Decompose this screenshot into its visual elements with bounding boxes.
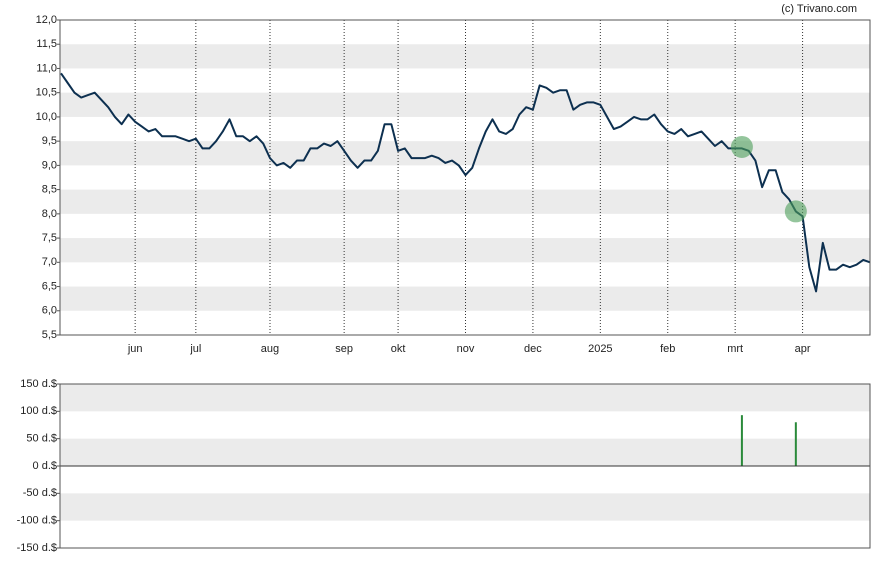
band [60,493,870,521]
event-marker [784,200,807,223]
y-tick-label: 8,0 [42,208,57,220]
y-tick-label: 6,5 [42,280,57,292]
y-tick-label: 150 d.$ [20,378,57,390]
y-tick-label: 0 d.$ [33,460,57,472]
y-tick-label: 5,5 [42,329,57,341]
band [60,384,870,412]
y-tick-label: -100 d.$ [17,515,57,527]
x-tick-label: apr [795,343,811,355]
y-tick-label: 9,5 [42,135,57,147]
y-tick-label: 100 d.$ [20,405,57,417]
y-tick-label: -150 d.$ [17,542,57,554]
band [60,238,870,263]
dividend-bar [794,422,797,466]
y-tick-label: 9,0 [42,159,57,171]
band [60,438,870,466]
plot-border [59,383,871,549]
y-tick-label: 11,0 [36,62,57,74]
y-tick-label: 10,0 [36,111,57,123]
x-tick-label: jun [127,343,143,355]
band [60,189,870,214]
plot-border [59,19,871,336]
x-tick-label: sep [335,343,353,355]
x-tick-label: nov [457,343,475,355]
x-tick-label: feb [660,343,675,355]
x-tick-label: 2025 [588,343,612,355]
x-tick-label: jul [189,343,201,355]
y-tick-label: 10,5 [36,87,57,99]
y-tick-label: 7,0 [42,256,57,268]
x-tick-label: aug [261,343,279,355]
copyright: (c) Trivano.com [781,3,857,15]
y-tick-label: 12,0 [36,14,57,26]
y-tick-label: -50 d.$ [23,487,57,499]
x-tick-label: mrt [727,343,743,355]
y-tick-label: 7,5 [42,232,57,244]
dividend-bar [740,415,743,466]
y-tick-label: 6,0 [42,305,57,317]
y-tick-label: 50 d.$ [26,433,57,445]
event-marker [730,135,753,158]
x-tick-label: okt [391,343,406,355]
y-tick-label: 8,5 [42,184,57,196]
x-tick-label: dec [524,343,542,355]
y-tick-label: 11,5 [36,38,57,50]
